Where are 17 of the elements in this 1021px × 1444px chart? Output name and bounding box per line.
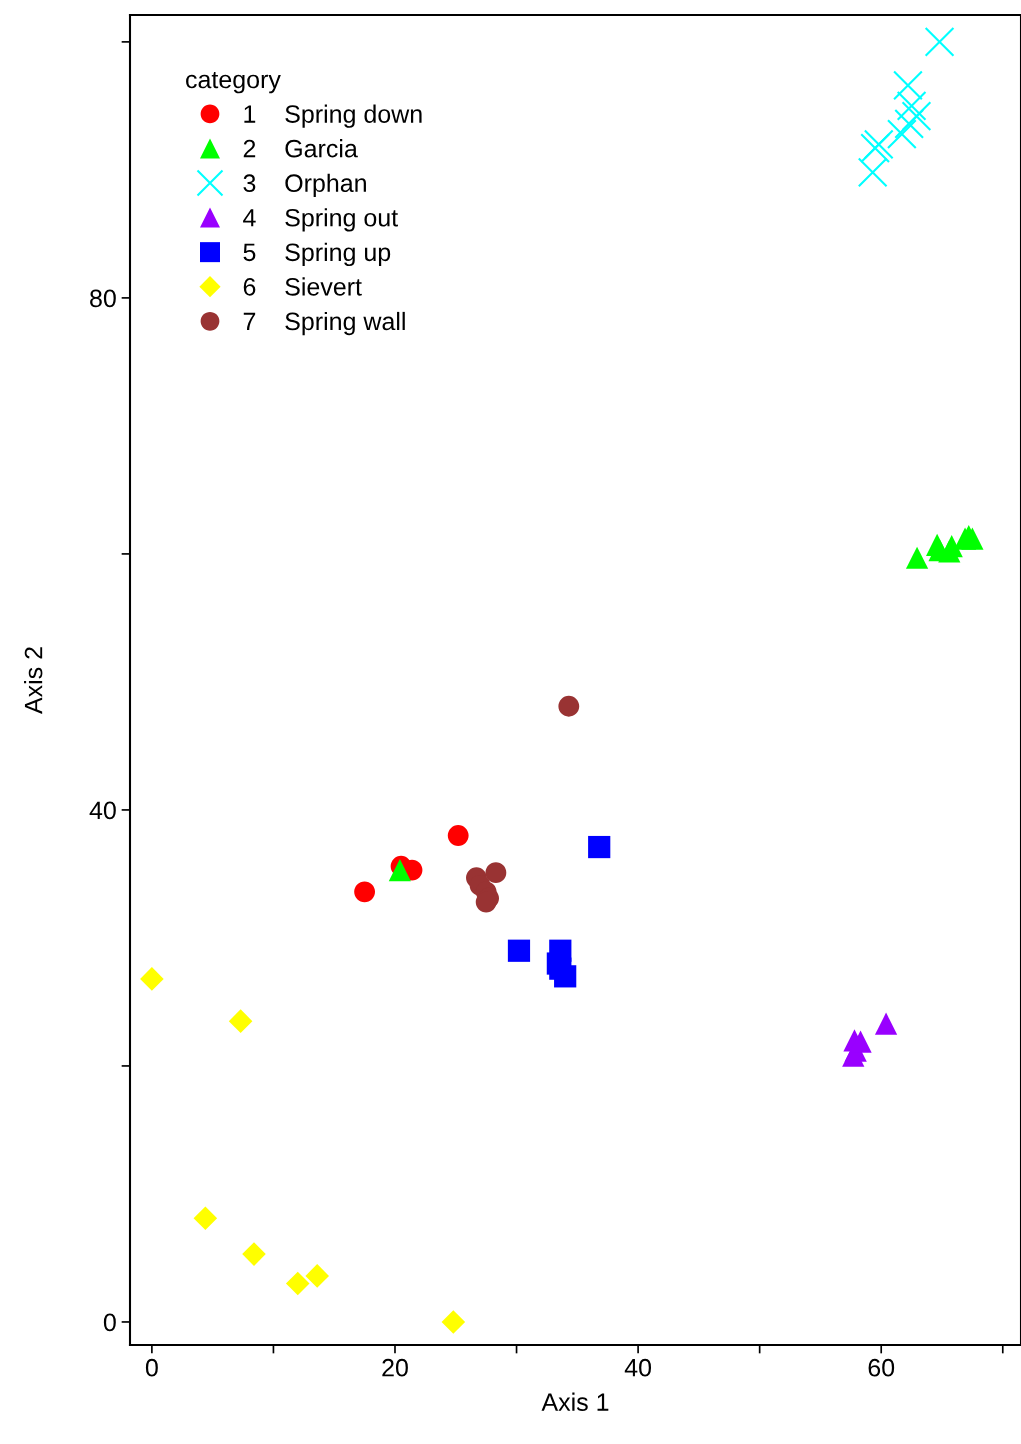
x-tick-label: 20 (382, 1358, 408, 1377)
y-tick-label: 80 (90, 289, 116, 308)
legend-label: 3 Orphan (243, 173, 366, 197)
y-axis-title: Axis 2 (24, 647, 43, 714)
legend-label: 6 Sievert (243, 277, 362, 296)
legend-label: 4 Spring out (243, 208, 398, 232)
legend-label: 7 Spring wall (243, 311, 405, 336)
legend-title: category (186, 71, 281, 94)
x-tick-label: 40 (624, 1358, 652, 1377)
x-tick-label: 0 (145, 1358, 158, 1377)
x-axis-title: Axis 1 (541, 1392, 609, 1411)
legend-label: 2 Garcia (243, 139, 358, 158)
y-tick-label: 40 (89, 801, 116, 820)
legend-label: 1 Spring down (244, 104, 422, 128)
legend-label: 5 Spring up (243, 242, 391, 267)
x-tick-label: 60 (868, 1358, 895, 1377)
y-tick-label: 0 (103, 1313, 116, 1332)
